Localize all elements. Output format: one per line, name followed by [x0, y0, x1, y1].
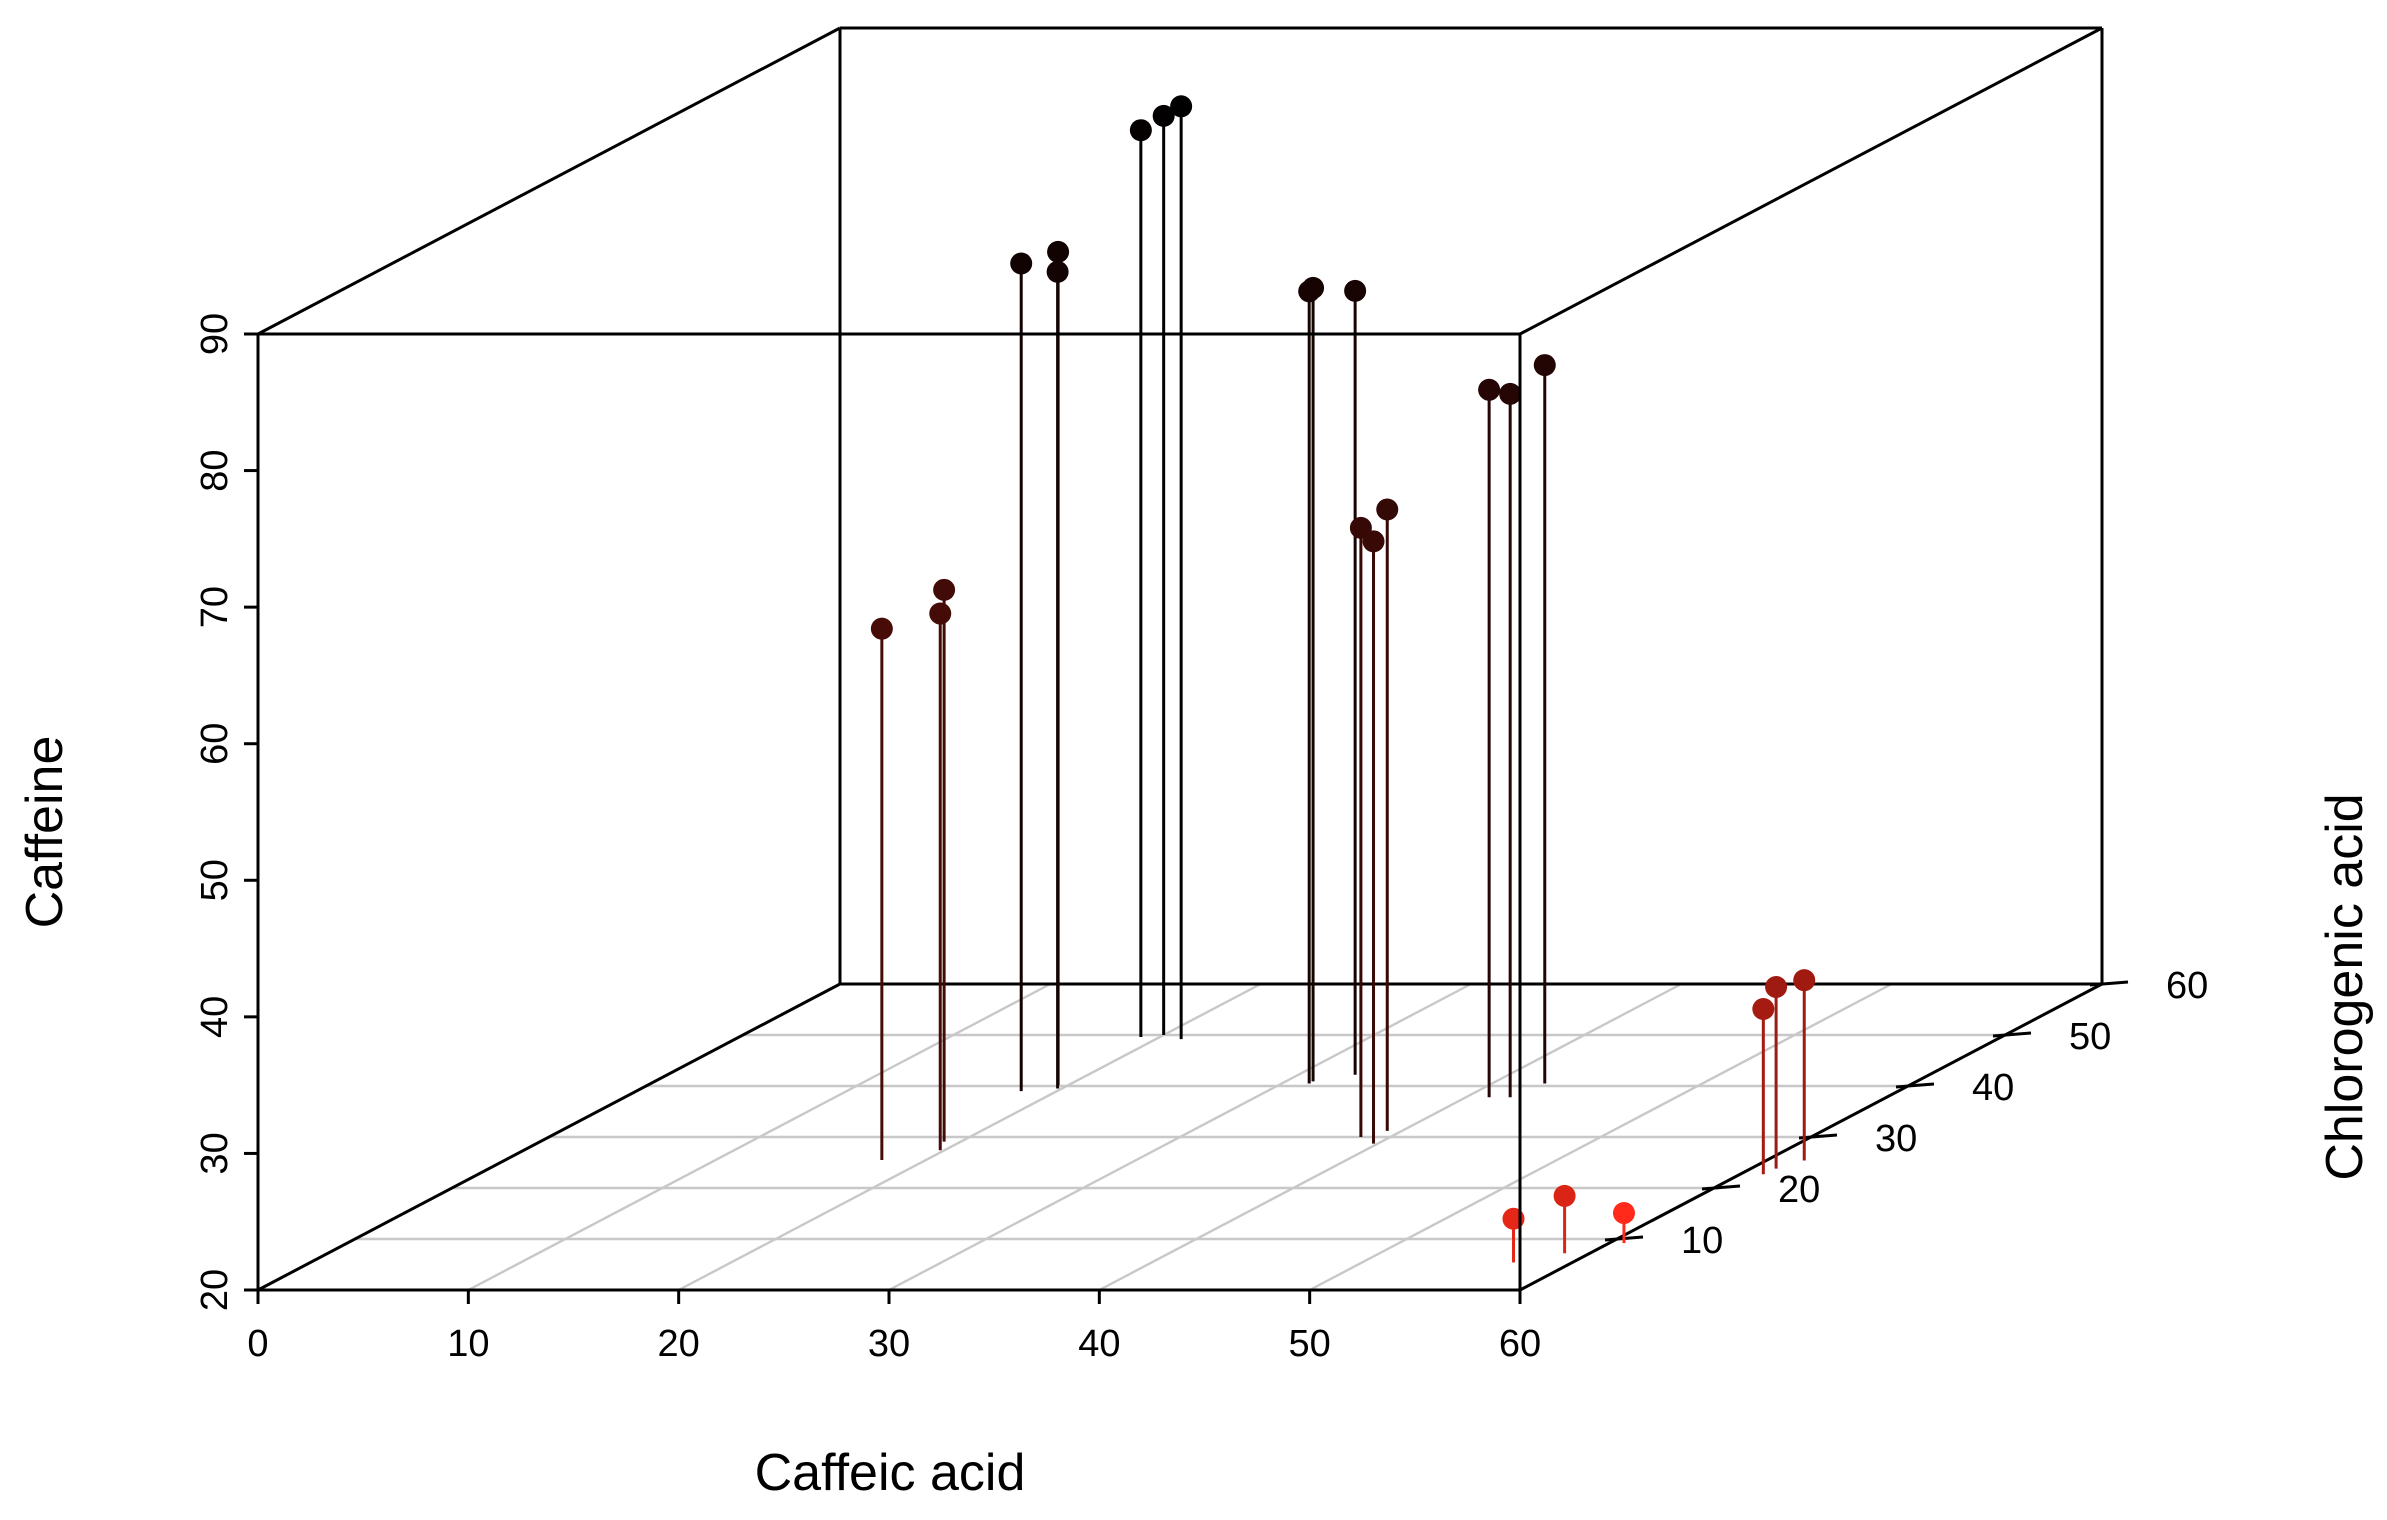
x-tick-label: 40	[1078, 1323, 1120, 1365]
y-tick-label: 40	[1972, 1067, 2014, 1109]
data-point	[1752, 997, 1775, 1020]
z-tick-label: 70	[194, 586, 236, 628]
data-point	[1298, 280, 1321, 303]
data-point	[1047, 240, 1070, 263]
x-axis-title: Caffeic acid	[755, 1444, 1026, 1502]
data-point	[1152, 104, 1175, 127]
y-tick	[1895, 1082, 1935, 1089]
y-tick-label: 30	[1875, 1118, 1917, 1160]
data-point	[1553, 1184, 1576, 1207]
z-tick-label: 40	[194, 996, 236, 1038]
x-tick-label: 30	[868, 1323, 910, 1365]
z-tick-label: 90	[194, 313, 236, 355]
data-point	[1533, 354, 1556, 377]
data-point	[1170, 95, 1193, 118]
y-tick-label: 10	[1681, 1220, 1723, 1262]
back-frame	[257, 26, 2104, 1292]
x-tick-label: 10	[447, 1323, 489, 1365]
data-point	[1478, 378, 1501, 401]
floor-grid	[355, 982, 2103, 1292]
y-tick	[2089, 980, 2129, 987]
floor-left-edge	[257, 982, 841, 1292]
y-tick	[1701, 1184, 1741, 1191]
y-tick	[1992, 1031, 2032, 1038]
data-point	[1376, 498, 1399, 521]
data-point	[1010, 252, 1033, 275]
data-point	[929, 602, 952, 625]
data-point	[1362, 530, 1385, 553]
z-tick-label: 30	[194, 1132, 236, 1174]
y-tick-label: 50	[2069, 1016, 2111, 1058]
x-tick-label: 20	[658, 1323, 700, 1365]
data-point	[1612, 1202, 1635, 1225]
x-tick-label: 0	[247, 1323, 268, 1365]
top-right-edge	[1519, 26, 2103, 336]
data-points	[870, 95, 1816, 1263]
data-point	[1499, 382, 1522, 405]
data-point	[933, 578, 956, 601]
data-point	[1765, 975, 1788, 998]
z-tick-label: 20	[194, 1269, 236, 1311]
z-tick-label: 60	[194, 723, 236, 765]
top-left-edge	[257, 26, 841, 336]
z-tick-label: 50	[194, 859, 236, 901]
data-point	[1129, 119, 1152, 142]
front-frame	[256, 332, 1522, 1292]
y-tick-label: 60	[2166, 965, 2208, 1007]
z-tick-label: 80	[194, 449, 236, 491]
y-tick-label: 20	[1778, 1169, 1820, 1211]
data-point	[1793, 969, 1816, 992]
data-point	[870, 617, 893, 640]
x-tick-label: 50	[1289, 1323, 1331, 1365]
z-axis-title: Caffeine	[16, 736, 74, 929]
x-tick-label: 60	[1499, 1323, 1541, 1365]
data-point	[1344, 279, 1367, 302]
axes: 0 10 20 30 40 50 60 20 30 40 50 60 70 80 90 10 20 30 40 50 6…	[194, 313, 2208, 1365]
y-axis-title: Chlorogenic acid	[2316, 793, 2374, 1180]
data-point	[1046, 260, 1069, 283]
